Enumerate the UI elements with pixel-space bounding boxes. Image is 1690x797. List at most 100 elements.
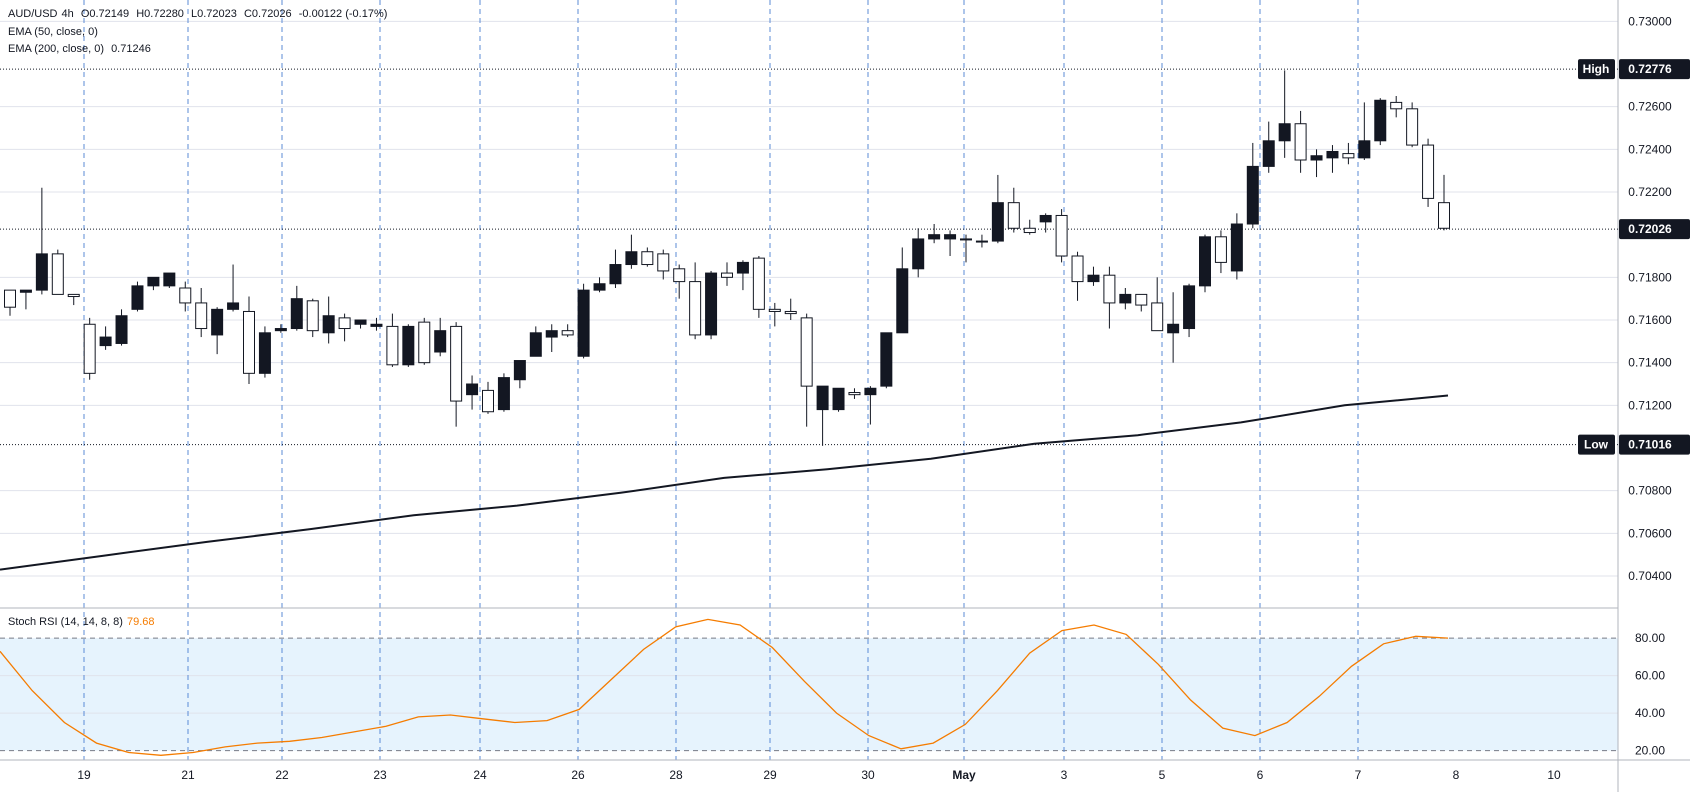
candle-body-up bbox=[545, 330, 558, 338]
candle-body-down bbox=[482, 389, 494, 413]
candle-body-up bbox=[991, 202, 1004, 242]
candle-body-down bbox=[689, 281, 702, 336]
x-tick-label: 22 bbox=[275, 768, 289, 782]
stoch-value: 79.68 bbox=[126, 616, 155, 628]
ema50-legend: EMA (50, close, 0) bbox=[8, 26, 102, 38]
candle-body-up bbox=[975, 240, 988, 243]
low-value: L0.72023 bbox=[191, 8, 237, 20]
candle-body-down bbox=[243, 310, 255, 374]
candle-body-down bbox=[1007, 202, 1020, 229]
ema200-legend: EMA (200, close, 0) 0.71246 bbox=[8, 43, 155, 55]
candle-body-up bbox=[705, 272, 718, 336]
candle-body-up bbox=[258, 332, 271, 374]
high-value: H0.72280 bbox=[136, 8, 184, 20]
stoch-axis-label: 80.00 bbox=[1635, 631, 1665, 645]
x-tick-label: 30 bbox=[861, 768, 875, 782]
x-tick-label: May bbox=[952, 768, 976, 782]
candle-body-down bbox=[306, 300, 319, 332]
x-tick-label: 19 bbox=[77, 768, 91, 782]
close-value: C0.72026 bbox=[243, 8, 292, 20]
timeframe-label: 4h bbox=[61, 8, 74, 20]
candle-body-up bbox=[227, 302, 240, 310]
candle-body-up bbox=[864, 387, 877, 396]
candle-body-up bbox=[211, 308, 224, 336]
price-axis-label: 0.73000 bbox=[1628, 14, 1672, 28]
candle-body-up bbox=[354, 319, 367, 325]
candle-body-down bbox=[673, 268, 686, 283]
candle-body-up bbox=[912, 238, 925, 270]
price-tag-bg bbox=[1619, 59, 1690, 80]
x-tick-label: 10 bbox=[1547, 768, 1561, 782]
price-axis-label: 0.72400 bbox=[1628, 142, 1672, 156]
candle-body-up bbox=[609, 264, 622, 285]
x-tick-label: 21 bbox=[181, 768, 195, 782]
candle-body-up bbox=[290, 298, 303, 330]
candle-body-up bbox=[816, 385, 829, 411]
candle-body-down bbox=[1406, 108, 1419, 146]
candle-body-up bbox=[529, 332, 542, 357]
candle-body-up bbox=[1199, 236, 1211, 287]
candle-body-up bbox=[147, 276, 160, 287]
candle-body-up bbox=[99, 336, 112, 347]
stoch-label: Stoch RSI (14, 14, 8, 8) bbox=[8, 616, 123, 628]
candle-body-down bbox=[1294, 123, 1307, 161]
symbol-label: AUD/USD bbox=[8, 8, 58, 20]
candle-body-down bbox=[1438, 202, 1450, 229]
candle-body-down bbox=[800, 317, 813, 387]
stoch-rsi-line bbox=[0, 618, 1449, 756]
price-axis-label: 0.72200 bbox=[1628, 185, 1672, 199]
x-tick-label: 3 bbox=[1061, 768, 1068, 782]
x-tick-label: 7 bbox=[1355, 768, 1362, 782]
candle-body-up bbox=[1119, 293, 1132, 304]
candle-body-up bbox=[1374, 99, 1387, 142]
candle-body-down bbox=[67, 293, 80, 298]
candle-body-up bbox=[1183, 285, 1196, 330]
candle-body-up bbox=[370, 323, 383, 327]
ohlc-legend: AUD/USD 4h O0.72149 H0.72280 L0.72023 C0.… bbox=[8, 8, 391, 20]
candle-body-up bbox=[115, 315, 128, 344]
candle-body-down bbox=[1023, 227, 1036, 234]
candle-body-down bbox=[1151, 302, 1164, 332]
price-axis-label: 0.71800 bbox=[1628, 270, 1672, 284]
candle-body-down bbox=[768, 308, 781, 312]
ema50-label: EMA (50, close, 0) bbox=[8, 26, 98, 38]
candle-body-up bbox=[513, 360, 526, 381]
candle-body-down bbox=[657, 253, 670, 272]
candle-body-up bbox=[497, 377, 510, 411]
marker-label: High bbox=[1583, 62, 1610, 76]
candle-body-down bbox=[450, 325, 463, 402]
marker-label-bg bbox=[1578, 434, 1615, 455]
candle-body-up bbox=[1358, 140, 1371, 159]
stoch-axis-label: 20.00 bbox=[1635, 744, 1665, 758]
candle-body-down bbox=[784, 310, 797, 315]
candle-body-down bbox=[418, 321, 431, 364]
candle-body-up bbox=[402, 325, 415, 366]
candle-body-down bbox=[752, 257, 765, 310]
candle-body-down bbox=[1055, 214, 1068, 257]
price-axis-label: 0.71200 bbox=[1628, 398, 1672, 412]
candle-body-up bbox=[625, 251, 638, 266]
candle-body-up bbox=[163, 272, 176, 287]
x-tick-label: 5 bbox=[1159, 768, 1166, 782]
price-axis-label: 0.70800 bbox=[1628, 484, 1672, 498]
candle-body-down bbox=[848, 392, 861, 396]
change-value: -0.00122 (-0.17%) bbox=[298, 8, 388, 20]
price-tag-value: 0.72026 bbox=[1628, 222, 1672, 236]
ema200-value: 0.71246 bbox=[111, 43, 151, 55]
price-axis-label: 0.70600 bbox=[1628, 526, 1672, 540]
candle-body-down bbox=[1214, 236, 1227, 263]
x-tick-label: 29 bbox=[763, 768, 777, 782]
candle-body-up bbox=[896, 268, 909, 334]
ema200-line bbox=[0, 394, 1449, 571]
candle-body-down bbox=[51, 253, 64, 295]
candle-body-up bbox=[1039, 214, 1052, 223]
stoch-legend: Stoch RSI (14, 14, 8, 8) 79.68 bbox=[8, 616, 154, 628]
stoch-axis-label: 40.00 bbox=[1635, 706, 1665, 720]
candle-body-down bbox=[1422, 144, 1435, 199]
price-axis-label: 0.71400 bbox=[1628, 356, 1672, 370]
candle-body-up bbox=[19, 289, 32, 293]
candle-body-down bbox=[721, 272, 733, 278]
price-axis-label: 0.72600 bbox=[1628, 100, 1672, 114]
